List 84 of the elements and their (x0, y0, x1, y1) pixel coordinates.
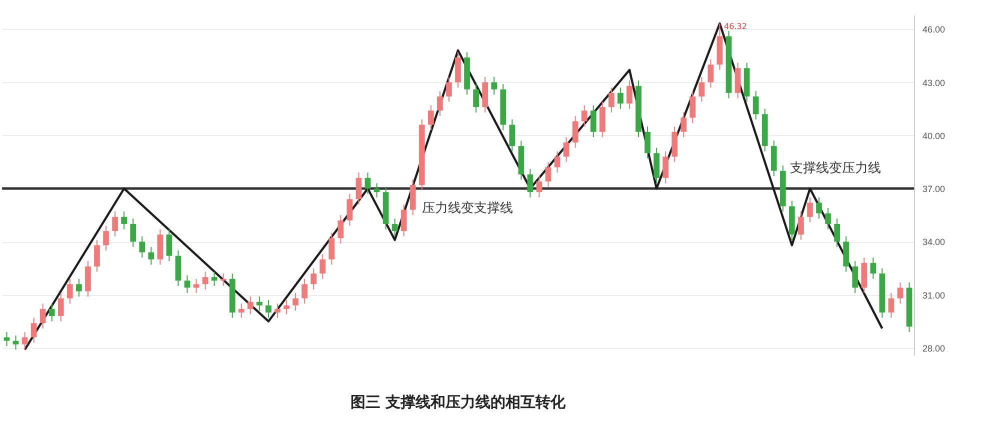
candlestick (644, 126, 650, 159)
candlestick (662, 150, 669, 184)
y-tick-label: 40.00 (922, 130, 946, 141)
candlestick (572, 115, 578, 148)
candlestick (563, 136, 570, 162)
candlestick (708, 58, 714, 88)
candlestick (247, 296, 254, 315)
candlestick (238, 303, 244, 318)
candlestick (527, 168, 534, 198)
candlestick (554, 150, 560, 174)
y-tick-label: 43.00 (922, 78, 946, 88)
candlestick (139, 236, 146, 258)
candlestick (328, 232, 335, 266)
candlestick (897, 282, 904, 304)
candlestick (40, 303, 46, 329)
candlestick (76, 278, 82, 298)
y-tick-label: 28.00 (922, 343, 946, 354)
candlestick (48, 303, 55, 322)
candlestick (680, 112, 687, 138)
candlestick (166, 228, 172, 262)
candlestick (690, 90, 696, 124)
candlestick (4, 331, 10, 347)
candlestick (536, 176, 542, 198)
candlestick (698, 76, 705, 102)
candlestick (798, 211, 804, 240)
candlestick (202, 271, 208, 290)
candlestick (193, 278, 200, 294)
annotation: 46.32 (724, 22, 747, 31)
candlestick (66, 278, 73, 304)
candlestick (310, 268, 317, 290)
y-tick-label: 34.00 (922, 237, 946, 248)
candlestick (752, 90, 759, 120)
candlestick (266, 300, 272, 318)
y-tick-label: 37.00 (922, 184, 946, 194)
candlestick (130, 218, 136, 248)
candlestick (346, 193, 353, 226)
candlestick (392, 218, 398, 237)
candlestick (356, 172, 362, 205)
candlestick (852, 260, 858, 294)
line-series (24, 22, 884, 351)
candlestick (807, 196, 813, 223)
candlestick (121, 211, 127, 230)
candlestick (888, 292, 894, 318)
candlestick (320, 254, 326, 280)
candlestick (94, 239, 100, 272)
candlestick (626, 80, 632, 110)
text: 图三 支撑线和压力线的相互转化 (350, 393, 567, 411)
candlestick (446, 76, 452, 102)
annotation: 压力线变支撑线 (422, 201, 513, 216)
candlestick (491, 76, 498, 96)
candlestick (608, 87, 614, 113)
candlestick (256, 296, 262, 312)
candlestick (103, 225, 109, 252)
candlestick (834, 218, 840, 248)
candlestick (274, 303, 280, 318)
candlestick (437, 90, 443, 116)
y-tick-label: 46.00 (922, 24, 946, 35)
y-tick-label: 31.00 (922, 290, 946, 300)
candlestick (284, 300, 290, 315)
candlestick (112, 211, 118, 237)
candlestick (473, 84, 479, 113)
candlestick (30, 317, 37, 344)
candlestick (509, 118, 516, 152)
candlestick (825, 208, 831, 230)
candlestick (428, 104, 434, 131)
candlestick (581, 104, 588, 128)
candlestick (374, 182, 380, 198)
candlestick (292, 292, 298, 312)
candlestick (870, 257, 876, 280)
candlestick (364, 172, 371, 194)
candlestick (148, 246, 154, 266)
candlestick (816, 196, 822, 220)
candlestick (618, 87, 624, 110)
candlestick (545, 161, 552, 188)
annotation: 支撑线变压力线 (790, 161, 881, 176)
candlestick (302, 278, 308, 304)
candlestick (590, 104, 596, 138)
candlestick (184, 274, 190, 294)
candlestick (58, 292, 64, 322)
candlestick (12, 335, 19, 350)
candlestick (211, 271, 218, 286)
candlestick (338, 214, 344, 244)
candlestick (400, 204, 407, 237)
candlestick (22, 331, 28, 350)
